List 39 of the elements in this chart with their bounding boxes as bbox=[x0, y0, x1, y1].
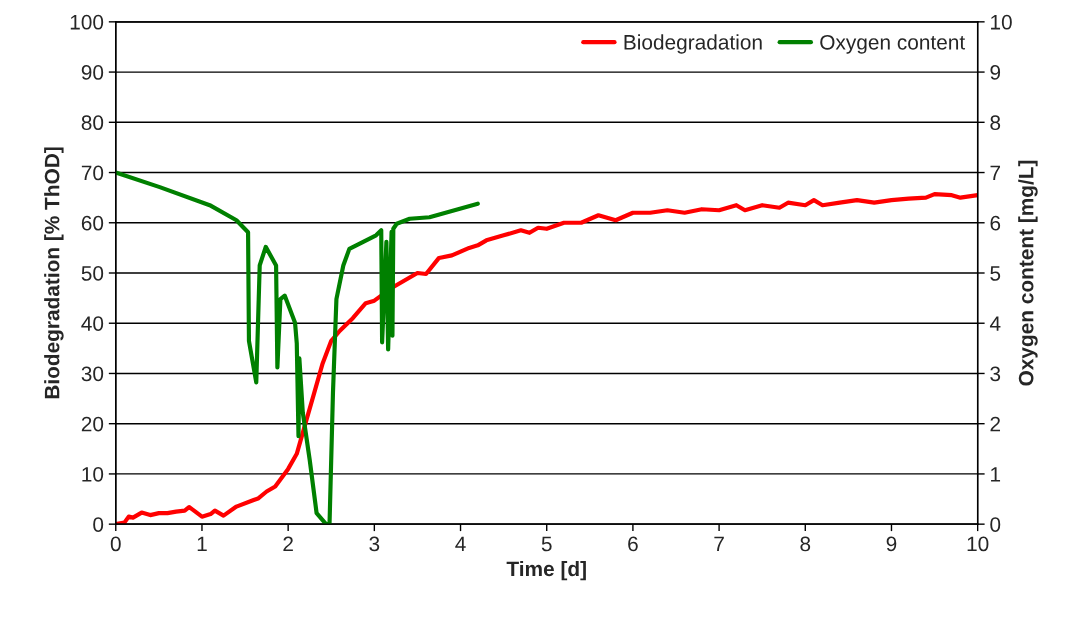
y2-tick-label: 7 bbox=[990, 165, 1001, 181]
y2-tick-label: 1 bbox=[991, 467, 1001, 482]
y-tick-label: 40 bbox=[81, 316, 104, 331]
y2-axis-title: Oxygen content [mg/L] bbox=[1018, 160, 1038, 386]
x-axis-title: Time [d] bbox=[506, 560, 586, 581]
x-tick-label: 10 bbox=[967, 536, 989, 552]
x-tick-label: 8 bbox=[800, 536, 811, 552]
y2-tick-label: 3 bbox=[990, 366, 1001, 382]
y2-tick-label: 8 bbox=[990, 115, 1001, 131]
y-tick-label: 50 bbox=[81, 266, 104, 281]
y2-tick-label: 6 bbox=[990, 215, 1001, 231]
x-tick-label: 9 bbox=[886, 536, 897, 552]
y-tick-label: 80 bbox=[81, 115, 104, 131]
y2-tick-label: 5 bbox=[990, 266, 1001, 281]
y-tick-label: 90 bbox=[81, 65, 104, 80]
y-tick-label: 30 bbox=[81, 366, 104, 382]
y2-tick-label: 4 bbox=[989, 316, 1001, 331]
y-tick-label: 100 bbox=[70, 14, 104, 30]
x-tick-label: 0 bbox=[110, 536, 121, 552]
x-tick-label: 6 bbox=[628, 536, 638, 552]
y2-tick-label: 9 bbox=[990, 65, 1001, 80]
y-tick-label: 10 bbox=[82, 466, 104, 482]
y2-tick-label: 0 bbox=[990, 517, 1001, 532]
y-tick-label: 60 bbox=[81, 215, 104, 231]
x-tick-label: 4 bbox=[455, 536, 466, 552]
y2-tick-label: 2 bbox=[990, 416, 1001, 432]
y-axis-title: Biodegradation [% ThOD] bbox=[44, 147, 64, 399]
x-tick-label: 1 bbox=[197, 536, 207, 552]
legend-label: Oxygen content bbox=[820, 34, 966, 54]
legend-label: Biodegradation bbox=[624, 34, 762, 54]
x-tick-label: 5 bbox=[541, 536, 552, 552]
y-tick-label: 0 bbox=[93, 517, 104, 532]
x-tick-label: 3 bbox=[369, 536, 380, 552]
y-tick-label: 20 bbox=[81, 416, 104, 432]
y-tick-label: 70 bbox=[81, 165, 104, 181]
line-series bbox=[115, 170, 480, 525]
y2-tick-label: 10 bbox=[991, 14, 1012, 30]
x-tick-label: 2 bbox=[283, 536, 293, 552]
x-tick-label: 7 bbox=[714, 536, 724, 552]
